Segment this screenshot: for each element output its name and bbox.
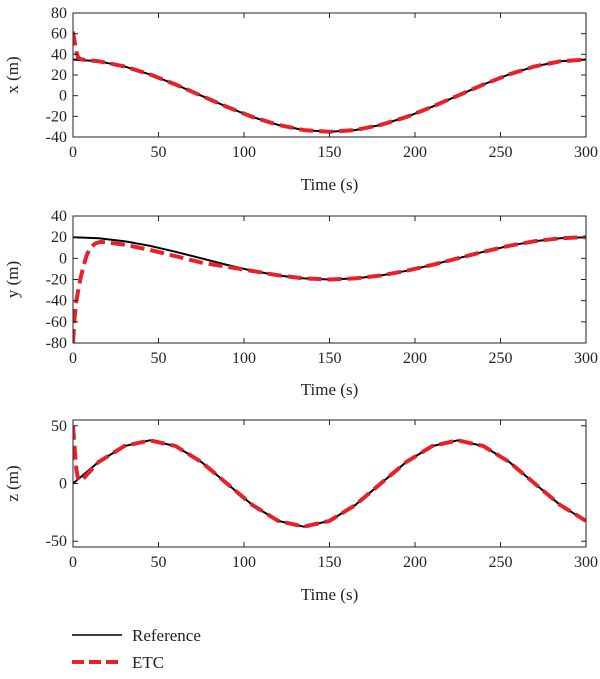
x-tick-label: 50	[151, 144, 167, 161]
series-line-etc	[73, 235, 586, 344]
y-tick-label: 80	[51, 5, 67, 22]
x-tick-label: 200	[403, 350, 427, 367]
x-tick-label: 150	[318, 554, 342, 571]
series-group	[73, 31, 586, 134]
y-axis-title: y (m)	[3, 261, 22, 298]
y-axis-title: x (m)	[3, 56, 22, 93]
y-tick-label: -20	[46, 108, 67, 125]
x-tick-label: 250	[489, 554, 513, 571]
chart-panel-0: 0 50 100 150 200 250 300 -40 -20 0 20 40 60 80 Time (s…	[3, 5, 598, 194]
x-axis-title: Time (s)	[301, 585, 358, 604]
legend-label-etc: ETC	[132, 653, 164, 672]
y-tick-label: 60	[51, 26, 67, 43]
series-line-etc	[73, 425, 586, 529]
x-tick-label: 150	[318, 350, 342, 367]
series-group	[73, 425, 586, 529]
x-tick-label: 0	[69, 144, 77, 161]
y-tick-label: -20	[46, 272, 67, 289]
chart-panel-1: 0 50 100 150 200 250 300 -80 -60 -40 -20 0 20 40 Time …	[3, 208, 598, 399]
x-tick-label: 100	[232, 144, 256, 161]
y-tick-label: -80	[46, 335, 67, 352]
y-tick-label: 0	[59, 250, 67, 267]
y-tick-label: 20	[51, 67, 67, 84]
y-tick-label: 40	[51, 208, 67, 225]
x-tick-label: 100	[232, 554, 256, 571]
series-line-reference	[73, 58, 586, 133]
x-tick-label: 250	[489, 350, 513, 367]
y-axis-title: z (m)	[3, 465, 22, 501]
x-tick-label: 0	[69, 554, 77, 571]
x-axis-title: Time (s)	[301, 175, 358, 194]
x-tick-label: 0	[69, 350, 77, 367]
series-line-etc	[73, 31, 586, 134]
x-tick-label: 50	[151, 350, 167, 367]
y-tick-label: 50	[51, 418, 67, 435]
x-tick-label: 300	[574, 350, 598, 367]
x-tick-label: 300	[574, 554, 598, 571]
x-tick-label: 50	[151, 554, 167, 571]
x-tick-label: 300	[574, 144, 598, 161]
plot-frame	[72, 419, 587, 548]
x-axis-title: Time (s)	[301, 380, 358, 399]
x-tick-label: 250	[489, 144, 513, 161]
y-tick-label: 0	[59, 476, 67, 493]
legend-label-reference: Reference	[132, 626, 201, 645]
series-line-reference	[73, 439, 586, 528]
x-tick-label: 150	[318, 144, 342, 161]
y-tick-label: -60	[46, 314, 67, 331]
x-tick-label: 200	[403, 144, 427, 161]
y-tick-label: -40	[46, 129, 67, 146]
series-group	[73, 235, 586, 344]
x-tick-label: 200	[403, 554, 427, 571]
y-tick-label: 40	[51, 46, 67, 63]
legend: Reference ETC	[72, 626, 201, 672]
y-tick-label: -50	[46, 533, 67, 550]
y-tick-label: 0	[59, 88, 67, 105]
y-tick-label: -40	[46, 293, 67, 310]
series-line-reference	[73, 236, 586, 281]
x-tick-label: 100	[232, 350, 256, 367]
y-tick-label: 20	[51, 229, 67, 246]
